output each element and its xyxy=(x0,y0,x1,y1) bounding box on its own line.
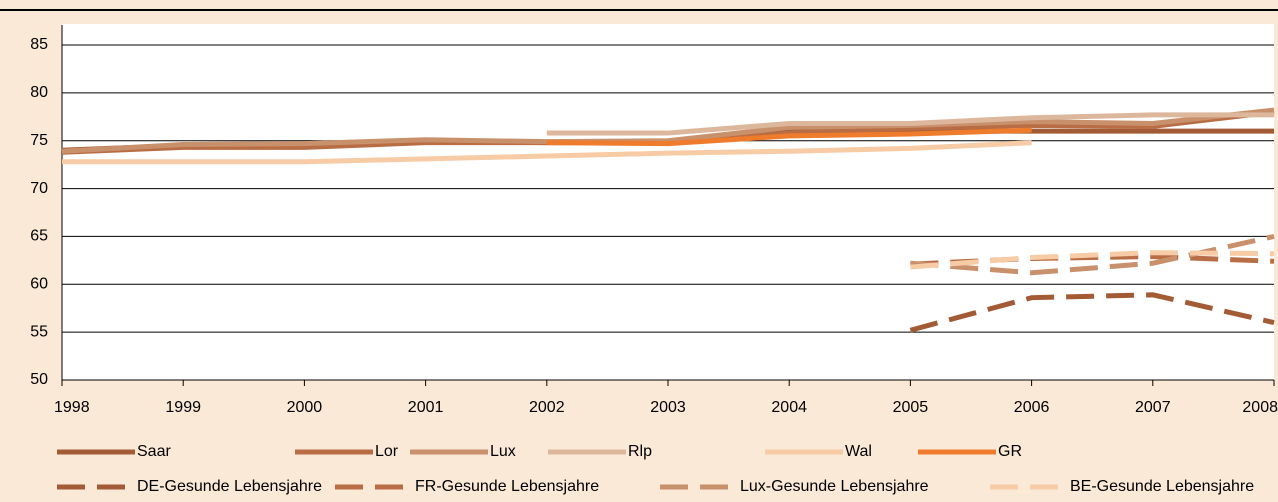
legend-label: Lux-Gesunde Lebensjahre xyxy=(740,478,929,495)
legend-label: Saar xyxy=(137,443,171,460)
y-tick-label: 75 xyxy=(30,132,48,149)
x-tick-label: 2007 xyxy=(1135,399,1171,416)
y-tick-label: 60 xyxy=(30,276,48,293)
legend-label: Rlp xyxy=(628,443,652,460)
x-tick-label: 2008 xyxy=(1242,399,1278,416)
legend-label: DE-Gesunde Lebensjahre xyxy=(137,478,322,495)
y-tick-label: 65 xyxy=(30,228,48,245)
series-line xyxy=(61,107,1275,154)
legend-label: Wal xyxy=(845,443,872,460)
y-tick-label: 80 xyxy=(30,84,48,101)
y-tick-label: 70 xyxy=(30,180,48,197)
x-tick-label: 2001 xyxy=(408,399,444,416)
x-tick-label: 2000 xyxy=(287,399,323,416)
legend-label: BE-Gesunde Lebensjahre xyxy=(1070,478,1254,495)
y-tick-label: 85 xyxy=(30,36,48,53)
legend-label: GR xyxy=(998,443,1022,460)
x-tick-label: 2006 xyxy=(1014,399,1050,416)
series-line xyxy=(62,140,1032,165)
series-line xyxy=(909,292,1275,333)
x-tick-label: 1998 xyxy=(54,399,90,416)
x-tick-label: 1999 xyxy=(165,399,201,416)
x-tick-label: 2002 xyxy=(529,399,565,416)
plot-area xyxy=(62,24,1274,380)
x-tick-label: 2004 xyxy=(771,399,807,416)
series-line xyxy=(910,233,1275,276)
legend-label: FR-Gesunde Lebensjahre xyxy=(415,478,599,495)
x-tick-label: 2003 xyxy=(650,399,686,416)
y-tick-label: 50 xyxy=(30,371,48,388)
legend-label: Lux xyxy=(490,443,516,460)
y-tick-label: 55 xyxy=(30,323,48,340)
x-tick-label: 2005 xyxy=(893,399,929,416)
series-line xyxy=(546,112,1274,136)
series-line xyxy=(910,250,1275,270)
series-line xyxy=(546,127,1032,147)
legend-label: Lor xyxy=(375,443,399,460)
